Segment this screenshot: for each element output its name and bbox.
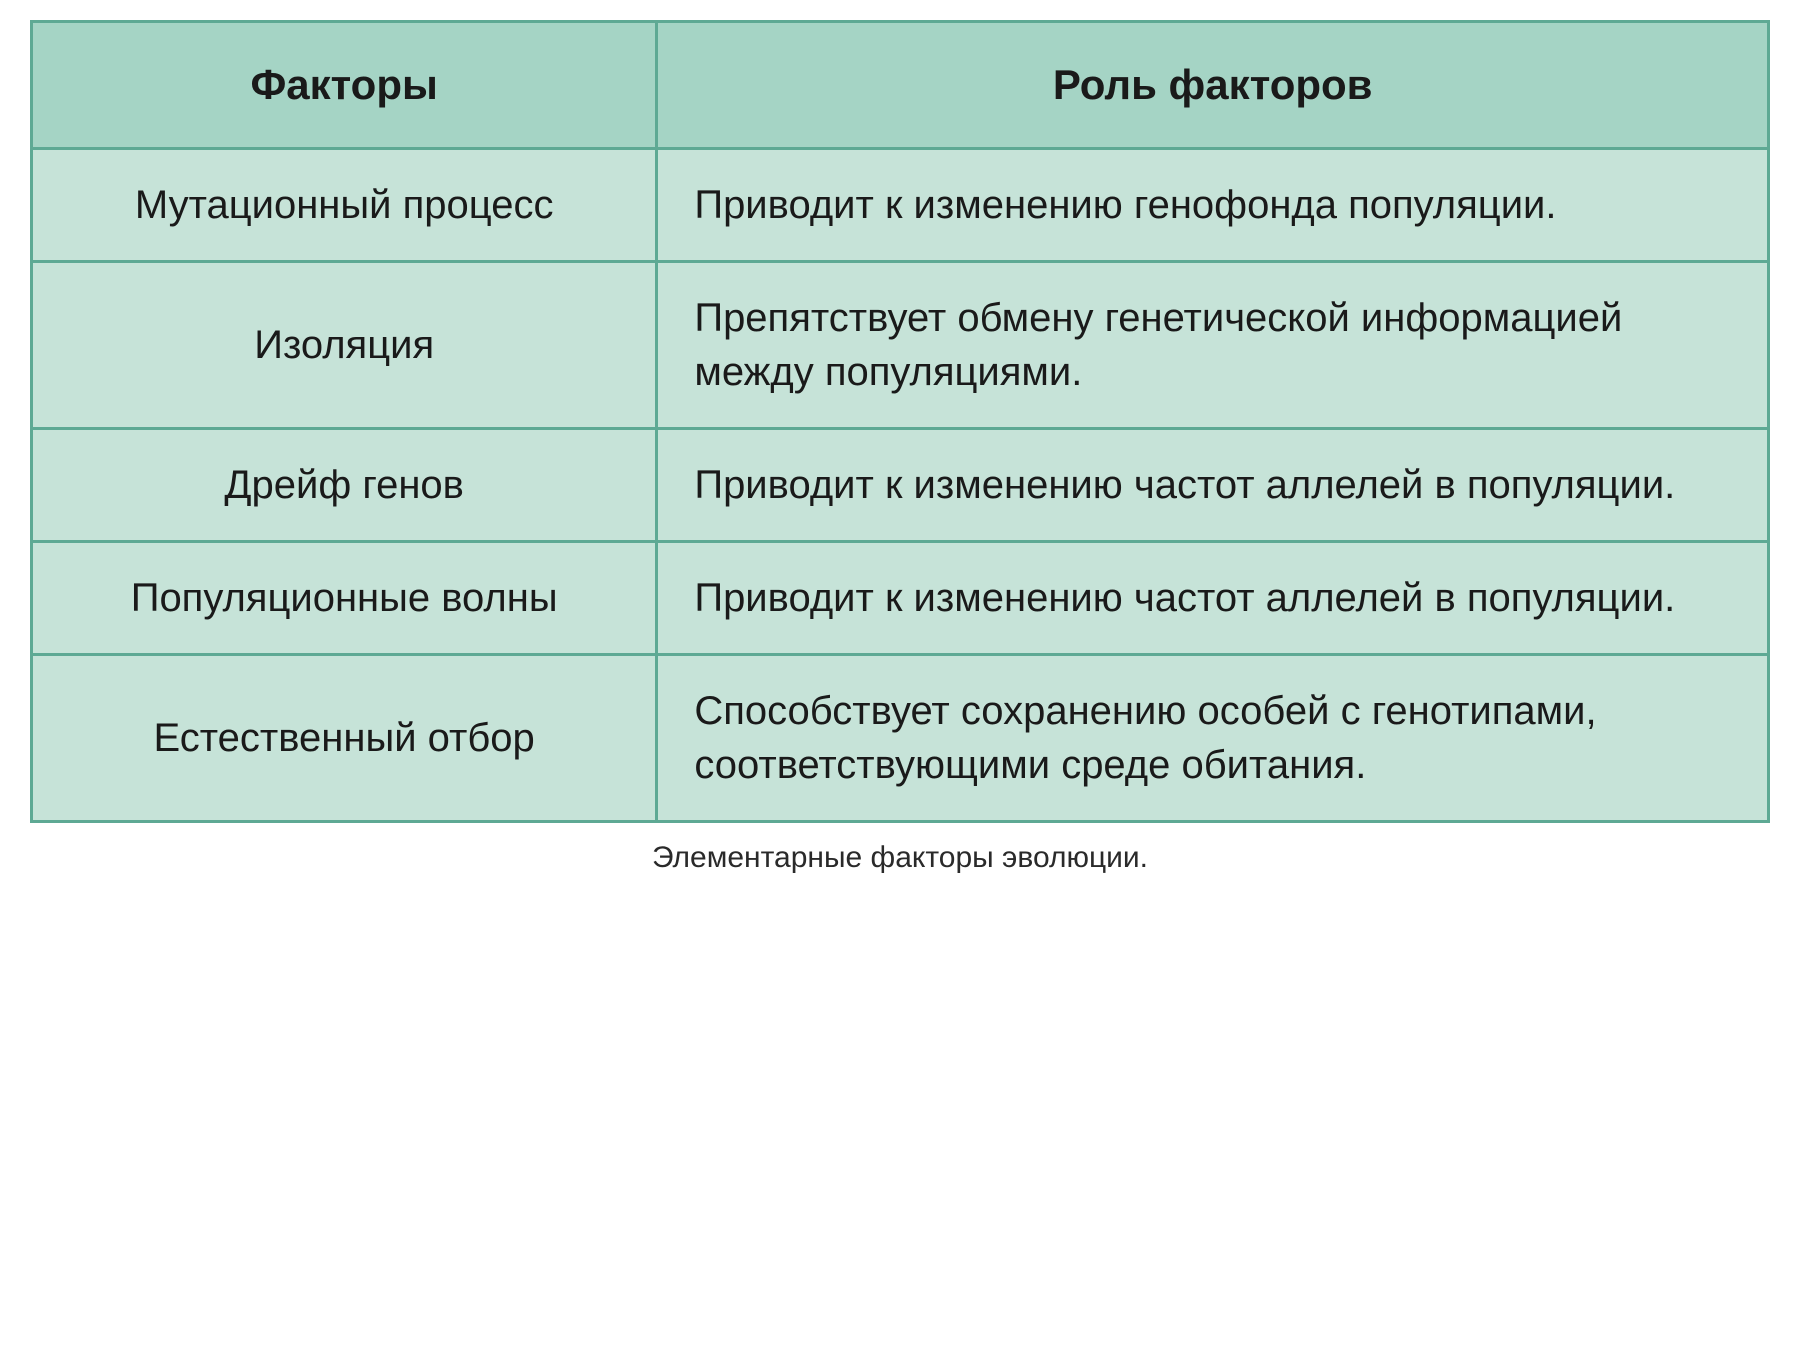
table-row: Изоляция Препятствует обмену генетическо… bbox=[32, 262, 1769, 429]
factor-cell: Естественный отбор bbox=[32, 655, 657, 822]
role-cell: Приводит к изменению частот аллелей в по… bbox=[657, 542, 1769, 655]
factor-cell: Изоляция bbox=[32, 262, 657, 429]
factor-cell: Дрейф генов bbox=[32, 429, 657, 542]
factor-cell: Мутационный процесс bbox=[32, 149, 657, 262]
column-header-role: Роль факторов bbox=[657, 22, 1769, 149]
role-cell: Способствует сохранению особей с генотип… bbox=[657, 655, 1769, 822]
role-cell: Приводит к изменению генофонда популяции… bbox=[657, 149, 1769, 262]
factor-cell: Популяционные волны bbox=[32, 542, 657, 655]
table-header-row: Факторы Роль факторов bbox=[32, 22, 1769, 149]
table-caption: Элементарные факторы эволюции. bbox=[30, 841, 1770, 875]
role-cell: Препятствует обмену генетической информа… bbox=[657, 262, 1769, 429]
table-row: Мутационный процесс Приводит к изменению… bbox=[32, 149, 1769, 262]
column-header-factors: Факторы bbox=[32, 22, 657, 149]
table-row: Популяционные волны Приводит к изменению… bbox=[32, 542, 1769, 655]
evolution-factors-table: Факторы Роль факторов Мутационный процес… bbox=[30, 20, 1770, 823]
role-cell: Приводит к изменению частот аллелей в по… bbox=[657, 429, 1769, 542]
table-row: Естественный отбор Способствует сохранен… bbox=[32, 655, 1769, 822]
table-row: Дрейф генов Приводит к изменению частот … bbox=[32, 429, 1769, 542]
evolution-factors-table-container: Факторы Роль факторов Мутационный процес… bbox=[30, 20, 1770, 875]
